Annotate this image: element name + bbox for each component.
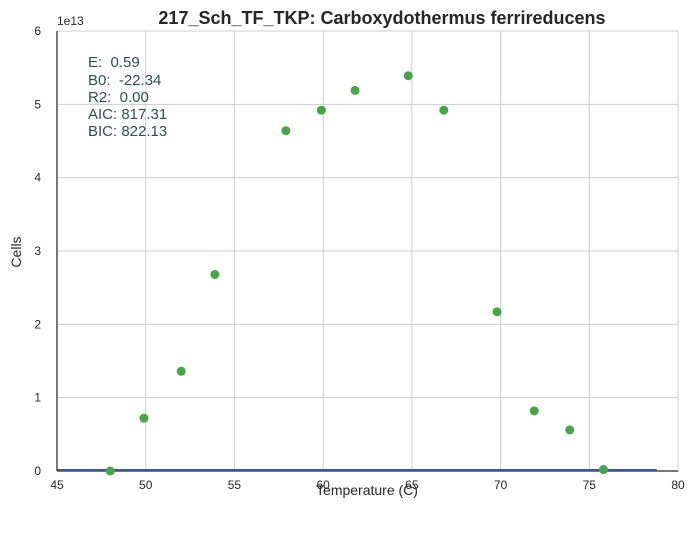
y-tick-labels: 0 1 2 3 4 5 6 [34, 24, 41, 478]
fit-statistics: E: 0.59 B0: -22.34 R2: 0.00 AIC: 817.31 … [88, 54, 167, 140]
data-points [105, 71, 608, 476]
stat-r2: R2: 0.00 [88, 89, 149, 106]
data-point [316, 105, 326, 115]
y-axis-offset-label: 1e13 [57, 14, 84, 28]
y-tick-label: 0 [34, 464, 41, 478]
data-point [139, 413, 149, 423]
chart-title: 217_Sch_TF_TKP: Carboxydothermus ferrire… [158, 8, 605, 28]
y-tick-label: 1 [34, 391, 41, 405]
x-tick-label: 55 [228, 478, 242, 492]
data-point [210, 269, 220, 279]
x-tick-label: 80 [671, 478, 685, 492]
data-point [176, 366, 186, 376]
x-tick-label: 65 [405, 478, 419, 492]
data-point [350, 85, 360, 95]
stat-b0: B0: -22.34 [88, 72, 161, 89]
data-point [492, 307, 502, 317]
x-tick-label: 70 [494, 478, 508, 492]
y-tick-label: 6 [34, 24, 41, 38]
data-point [105, 466, 115, 476]
x-tick-labels: 45 50 55 60 65 70 75 80 [50, 478, 685, 492]
stat-aic: AIC: 817.31 [88, 106, 167, 123]
gridlines [57, 30, 679, 471]
data-point [529, 406, 539, 416]
x-tick-label: 45 [50, 478, 64, 492]
x-tick-label: 50 [139, 478, 153, 492]
y-tick-label: 4 [34, 171, 41, 185]
data-point [439, 105, 449, 115]
stat-e: E: 0.59 [88, 54, 140, 71]
data-point [565, 425, 575, 435]
data-point [598, 465, 608, 475]
y-axis-label: Cells [8, 236, 24, 267]
x-tick-label: 75 [583, 478, 597, 492]
x-axis-label: Temperature (C) [316, 482, 418, 498]
data-point [403, 71, 413, 81]
y-tick-label: 3 [34, 244, 41, 258]
stat-bic: BIC: 822.13 [88, 123, 167, 140]
data-point [281, 126, 291, 136]
x-tick-label: 60 [316, 478, 330, 492]
y-tick-label: 2 [34, 317, 41, 331]
y-tick-label: 5 [34, 97, 41, 111]
